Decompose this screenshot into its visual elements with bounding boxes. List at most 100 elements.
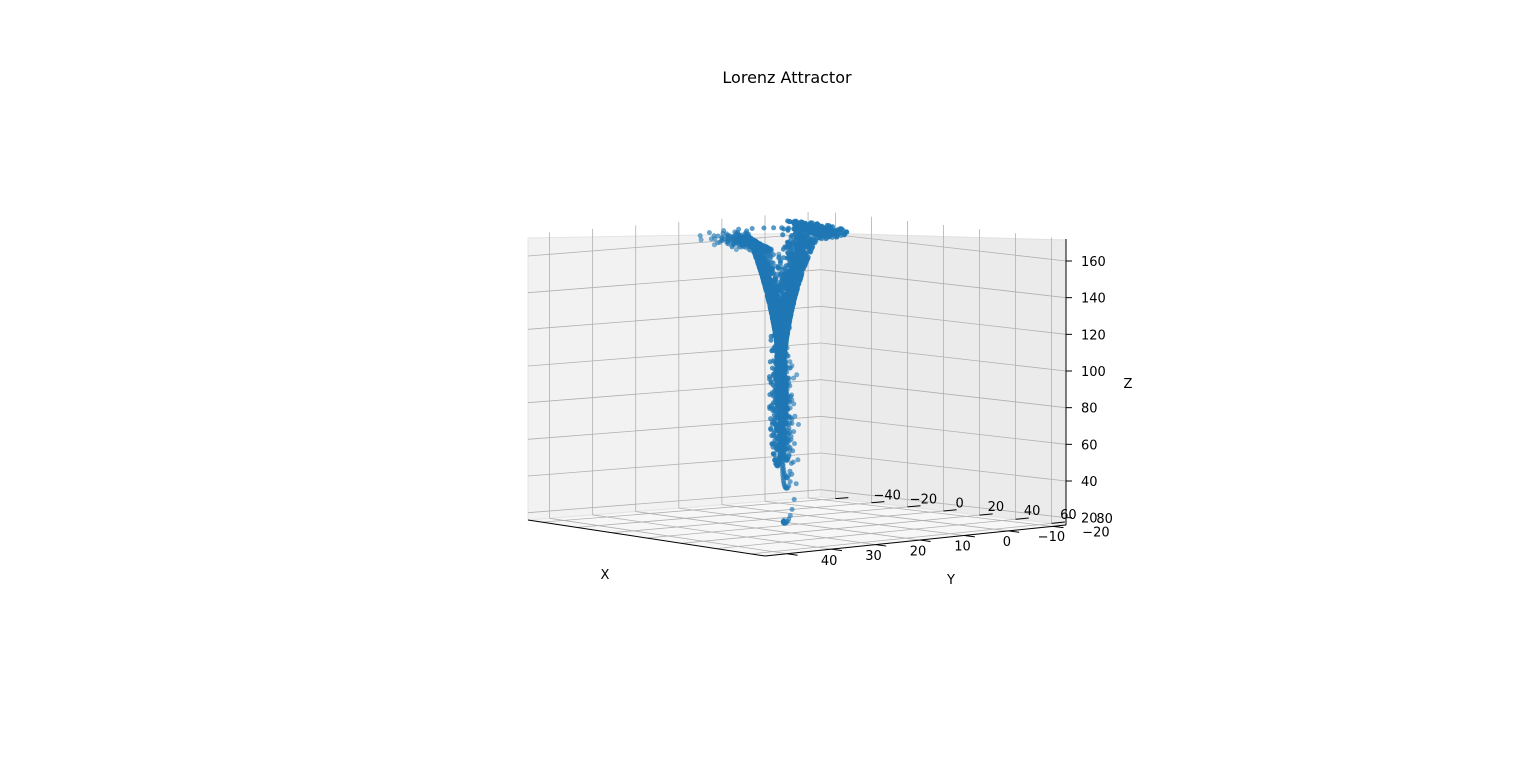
scatter-point <box>781 226 787 232</box>
scatter-point <box>786 438 792 444</box>
scatter-point <box>780 314 786 320</box>
scatter-point <box>788 312 794 318</box>
scatter-point <box>783 310 789 316</box>
scatter-point <box>764 288 770 294</box>
scatter-point <box>780 246 786 252</box>
scatter-point <box>773 456 779 462</box>
scatter-point <box>760 250 766 256</box>
scatter-point <box>773 442 779 448</box>
scatter-point <box>791 496 797 502</box>
scatter-point <box>780 432 786 438</box>
scatter-point <box>776 254 782 260</box>
scatter-point <box>731 242 737 248</box>
scatter-point <box>792 441 797 447</box>
scatter-point <box>787 479 793 485</box>
scatter-point <box>786 451 792 457</box>
scatter-point <box>782 300 788 306</box>
grid-line <box>646 510 944 539</box>
scatter-point <box>761 225 767 231</box>
scatter-point <box>706 230 712 236</box>
scatter-point <box>786 483 792 489</box>
scatter-point <box>788 415 794 421</box>
grid-line <box>611 506 908 534</box>
scatter-point <box>788 277 794 283</box>
grid-line <box>820 232 1067 262</box>
scatter-point <box>827 225 833 231</box>
scatter-point <box>774 378 780 383</box>
scatter-point <box>791 401 797 407</box>
grid-line <box>820 415 1067 445</box>
scatter-point <box>780 232 786 238</box>
grid-line <box>751 522 1052 555</box>
scatter-point <box>769 390 775 396</box>
scatter-point <box>801 241 807 247</box>
scatter-point <box>770 371 776 377</box>
grid-line <box>576 502 872 528</box>
scatter-point <box>768 426 774 432</box>
scatter-point <box>726 234 732 240</box>
scatter-point <box>715 233 721 239</box>
scatter-point <box>771 420 777 426</box>
scatter-point <box>784 419 790 425</box>
scatter-point <box>788 234 794 240</box>
scatter-point <box>777 295 782 301</box>
scatter-point <box>785 250 791 256</box>
grid-line <box>820 489 1067 519</box>
scatter-point <box>787 267 792 273</box>
scatter-point <box>772 415 778 421</box>
scatter-point <box>767 265 773 271</box>
grid-line <box>681 514 980 544</box>
scatter-point <box>771 452 777 457</box>
scatter-point <box>786 263 792 269</box>
scatter-point <box>781 274 787 280</box>
scatter-point <box>793 221 799 227</box>
scatter-point <box>764 245 770 251</box>
scatter-point <box>790 250 796 256</box>
scatter-point <box>787 429 793 435</box>
scatter-point <box>776 266 782 272</box>
scatter-point <box>787 513 793 519</box>
grid-line <box>820 452 1067 482</box>
scatter-point <box>779 405 785 410</box>
scatter-point <box>760 274 765 280</box>
scatter-point <box>777 260 783 266</box>
scatter-point <box>799 264 805 270</box>
scatter-point <box>776 312 781 318</box>
scatter-point <box>786 365 792 371</box>
scatter-point <box>768 301 774 307</box>
scatter-point <box>770 408 776 414</box>
scatter-point <box>794 234 800 240</box>
scatter-point <box>784 284 790 290</box>
scatter-point <box>785 406 791 412</box>
scatter-point <box>793 230 799 236</box>
scatter-point <box>771 271 777 277</box>
scatter-point <box>789 471 795 477</box>
scatter-point <box>772 428 778 434</box>
scatter-point <box>791 375 797 381</box>
scatter-point <box>792 226 798 232</box>
scatter-point <box>774 289 780 295</box>
scatter-point <box>763 258 768 264</box>
scatter-point <box>778 283 783 289</box>
scatter-point <box>780 428 786 433</box>
scatter-point <box>793 481 799 487</box>
scatter-point <box>778 320 784 326</box>
scatter-point <box>790 459 796 465</box>
scatter-point <box>792 413 798 419</box>
scatter-point <box>794 372 800 378</box>
grid-line <box>820 342 1067 372</box>
scatter-point <box>743 245 749 250</box>
scatter-point <box>758 260 764 266</box>
scatter-point <box>771 225 777 231</box>
grid-line <box>527 452 822 477</box>
scatter-point <box>742 231 748 237</box>
scatter-point <box>788 433 794 439</box>
axis-lines <box>527 239 1067 557</box>
scatter-point <box>785 294 790 300</box>
scatter-point <box>779 327 785 333</box>
scatter-points <box>697 218 850 526</box>
scatter-point <box>798 224 804 230</box>
scatter-point <box>842 230 848 236</box>
grid-line <box>820 379 1067 409</box>
